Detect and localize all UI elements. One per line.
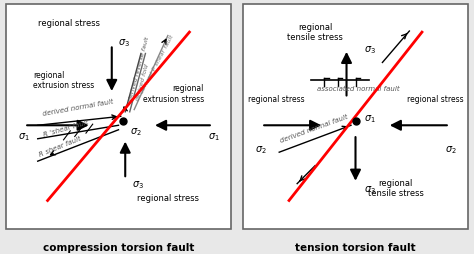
- Text: derived P shear fault: derived P shear fault: [140, 35, 175, 94]
- Text: regional
extrusion stress: regional extrusion stress: [33, 71, 94, 90]
- Text: $\sigma_1$: $\sigma_1$: [18, 130, 29, 142]
- Text: $\sigma_2$: $\sigma_2$: [130, 126, 141, 137]
- Text: regional
tensile stress: regional tensile stress: [368, 178, 424, 197]
- Text: derived fold: derived fold: [136, 64, 150, 101]
- Text: regional stress: regional stress: [137, 193, 199, 202]
- Text: $\sigma_2$: $\sigma_2$: [255, 144, 266, 155]
- Text: derived reverse fault: derived reverse fault: [128, 36, 151, 101]
- Text: regional
tensile stress: regional tensile stress: [287, 23, 343, 42]
- Text: regional stress: regional stress: [248, 94, 304, 103]
- Text: regional stress: regional stress: [38, 19, 100, 27]
- Text: $\sigma_1$: $\sigma_1$: [365, 113, 376, 125]
- Text: $\sigma_1$: $\sigma_1$: [208, 130, 219, 142]
- Text: R shear fault: R shear fault: [38, 135, 82, 157]
- Text: derived normal fault: derived normal fault: [42, 99, 114, 117]
- Text: R 'shear fault: R 'shear fault: [42, 118, 89, 137]
- Text: compression torsion fault: compression torsion fault: [43, 242, 194, 252]
- Text: derived normal fault: derived normal fault: [279, 114, 349, 144]
- Text: tension torsion fault: tension torsion fault: [295, 242, 416, 252]
- Text: $\sigma_2$: $\sigma_2$: [445, 144, 456, 155]
- Text: $\sigma_3$: $\sigma_3$: [365, 44, 376, 56]
- Text: regional
extrusion stress: regional extrusion stress: [143, 84, 204, 103]
- Text: $\sigma_3$: $\sigma_3$: [365, 184, 376, 196]
- Text: regional stress: regional stress: [407, 94, 463, 103]
- Text: $\sigma_3$: $\sigma_3$: [118, 37, 130, 49]
- Text: associated normal fault: associated normal fault: [318, 86, 400, 91]
- Text: $\sigma_3$: $\sigma_3$: [132, 178, 144, 190]
